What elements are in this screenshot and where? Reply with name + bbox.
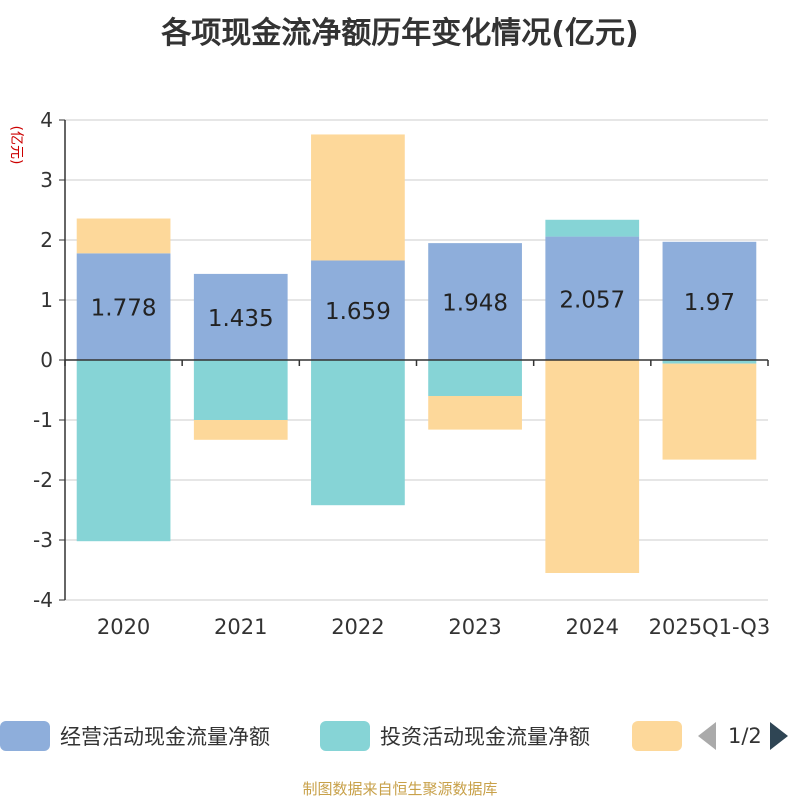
bar-series0-2023[interactable] [428,243,522,360]
y-tick-label: -2 [33,468,53,492]
bar-series1-2024[interactable] [545,219,640,237]
bar-series2-2025Q1-Q3[interactable] [662,363,757,460]
legend-label-operating: 经营活动现金流量净额 [60,725,270,749]
chart-title: 各项现金流净额历年变化情况(亿元) [161,16,639,51]
y-tick-label: -1 [33,408,53,432]
bar-series0-2020[interactable] [76,253,171,360]
x-tick-label: 2020 [97,615,150,639]
bar-series2-2021[interactable] [193,420,288,440]
bar-series2-2020[interactable] [76,218,171,254]
bar-series0-2024[interactable] [545,236,640,360]
data-label: 1.435 [208,306,274,332]
bar-series1-2025Q1-Q3[interactable] [662,360,757,364]
legend-swatch-operating [0,721,50,751]
x-tick-label: 2022 [331,615,384,639]
legend: 经营活动现金流量净额 投资活动现金流量净额 1/2 [0,716,800,756]
legend-item-operating[interactable]: 经营活动现金流量净额 [0,720,270,752]
x-tick-label: 2024 [566,615,619,639]
data-label: 2.057 [559,287,625,313]
bar-series0-2025Q1-Q3[interactable] [662,241,757,360]
y-tick-label: 4 [40,108,53,132]
x-tick-label: 2025Q1-Q3 [649,615,771,639]
bar-series0-2021[interactable] [193,273,288,360]
data-label: 1.97 [684,290,735,316]
bar-series1-2023[interactable] [428,360,522,396]
data-source-note: 制图数据来自恒生聚源数据库 [302,780,498,798]
y-tick-label: 2 [40,228,53,252]
y-tick-label: -4 [33,588,53,612]
y-axis-label: (亿元) [8,126,24,165]
y-tick-label: 1 [40,288,53,312]
legend-item-investing[interactable]: 投资活动现金流量净额 [320,720,590,752]
y-tick-label: 3 [40,168,53,192]
bar-series1-2022[interactable] [311,360,405,506]
legend-pager: 1/2 [698,720,788,752]
bar-series2-2022[interactable] [311,134,405,261]
y-tick-label: 0 [40,348,53,372]
legend-item-financing[interactable] [632,720,692,752]
x-tick-label: 2023 [448,615,501,639]
bar-series1-2020[interactable] [76,360,171,542]
bar-series1-2021[interactable] [193,360,288,420]
legend-page-indicator: 1/2 [728,724,762,748]
data-label: 1.948 [442,291,508,317]
chart-area: (亿元) 4 3 2 1 0 -1 -2 -3 -4 1.778 1.435 1.659 1.948 2.0… [8,108,771,639]
bar-series2-2023[interactable] [428,396,522,430]
y-tick-label: -3 [33,528,53,552]
x-tick-label: 2021 [214,615,267,639]
data-label: 1.659 [325,299,391,325]
bar-series2-2024[interactable] [545,360,640,573]
data-label: 1.778 [91,296,157,322]
legend-swatch-financing [632,721,682,751]
legend-label-investing: 投资活动现金流量净额 [380,725,590,749]
legend-prev-page-icon[interactable] [698,722,716,750]
bar-series0-2022[interactable] [311,260,405,360]
legend-swatch-investing [320,721,370,751]
legend-next-page-icon[interactable] [769,722,788,750]
